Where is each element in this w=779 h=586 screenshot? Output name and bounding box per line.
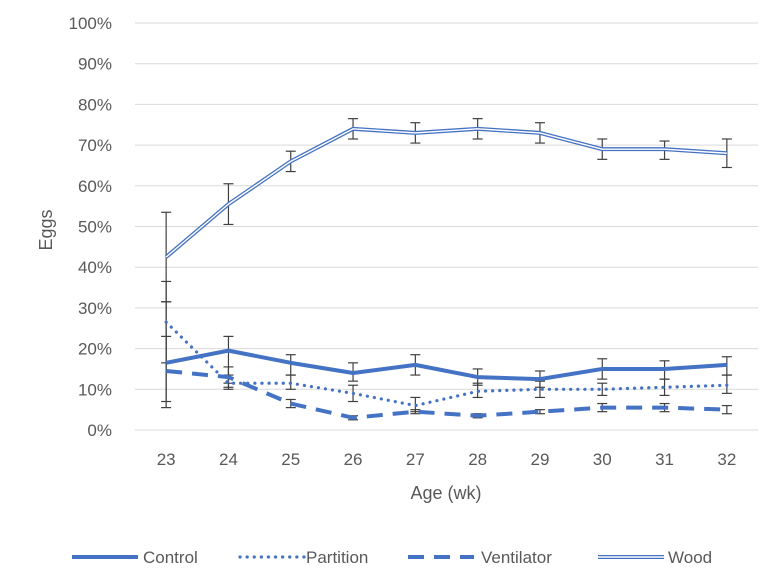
x-axis-title: Age (wk) xyxy=(410,483,481,503)
y-tick-label: 20% xyxy=(78,340,112,359)
legend: Control Partition Ventilator Wood xyxy=(72,548,712,567)
y-tick-label: 10% xyxy=(78,380,112,399)
y-tick-label: 90% xyxy=(78,55,112,74)
error-bar xyxy=(721,404,732,415)
legend-item: Partition xyxy=(238,548,368,567)
x-tick-label: 31 xyxy=(655,450,674,469)
y-tick-labels: 0% 10% 20% 30% 40% 50% 60% 70% 80% 90% 100% xyxy=(69,14,112,440)
error-bar xyxy=(161,335,172,403)
y-axis-title: Eggs xyxy=(36,209,56,250)
x-tick-label: 32 xyxy=(717,450,736,469)
y-tick-label: 70% xyxy=(78,136,112,155)
series-line-partition xyxy=(164,320,729,408)
series-line-control xyxy=(165,348,727,382)
legend-label: Wood xyxy=(668,548,712,567)
x-tick-label: 28 xyxy=(468,450,487,469)
x-tick-label: 23 xyxy=(157,450,176,469)
series-line-ventilator xyxy=(165,368,727,420)
x-tick-label: 29 xyxy=(530,450,549,469)
x-tick-label: 24 xyxy=(219,450,238,469)
legend-label: Partition xyxy=(306,548,368,567)
y-tick-label: 30% xyxy=(78,299,112,318)
x-tick-label: 25 xyxy=(281,450,300,469)
x-tick-label: 27 xyxy=(406,450,425,469)
error-bars xyxy=(161,118,732,421)
y-tick-label: 80% xyxy=(78,95,112,114)
y-tick-label: 40% xyxy=(78,258,112,277)
x-tick-label: 26 xyxy=(344,450,363,469)
legend-item: Wood xyxy=(598,548,712,567)
y-tick-label: 0% xyxy=(87,421,112,440)
y-tick-label: 60% xyxy=(78,177,112,196)
error-bar xyxy=(534,380,545,399)
error-bar xyxy=(223,366,234,384)
legend-label: Ventilator xyxy=(481,548,552,567)
series-line-wood-inner xyxy=(165,128,727,258)
y-tick-label: 100% xyxy=(69,14,112,33)
error-bar xyxy=(161,211,172,303)
legend-item: Ventilator xyxy=(408,548,552,567)
series-line-wood xyxy=(164,126,727,259)
error-bar xyxy=(597,382,608,397)
x-tick-label: 30 xyxy=(593,450,612,469)
x-tick-labels: 23 24 25 26 27 28 29 30 31 32 xyxy=(157,450,737,469)
y-tick-label: 50% xyxy=(78,218,112,237)
legend-label: Control xyxy=(143,548,198,567)
legend-item: Control xyxy=(72,548,198,567)
series-lines xyxy=(164,126,729,420)
gridlines xyxy=(135,22,758,390)
